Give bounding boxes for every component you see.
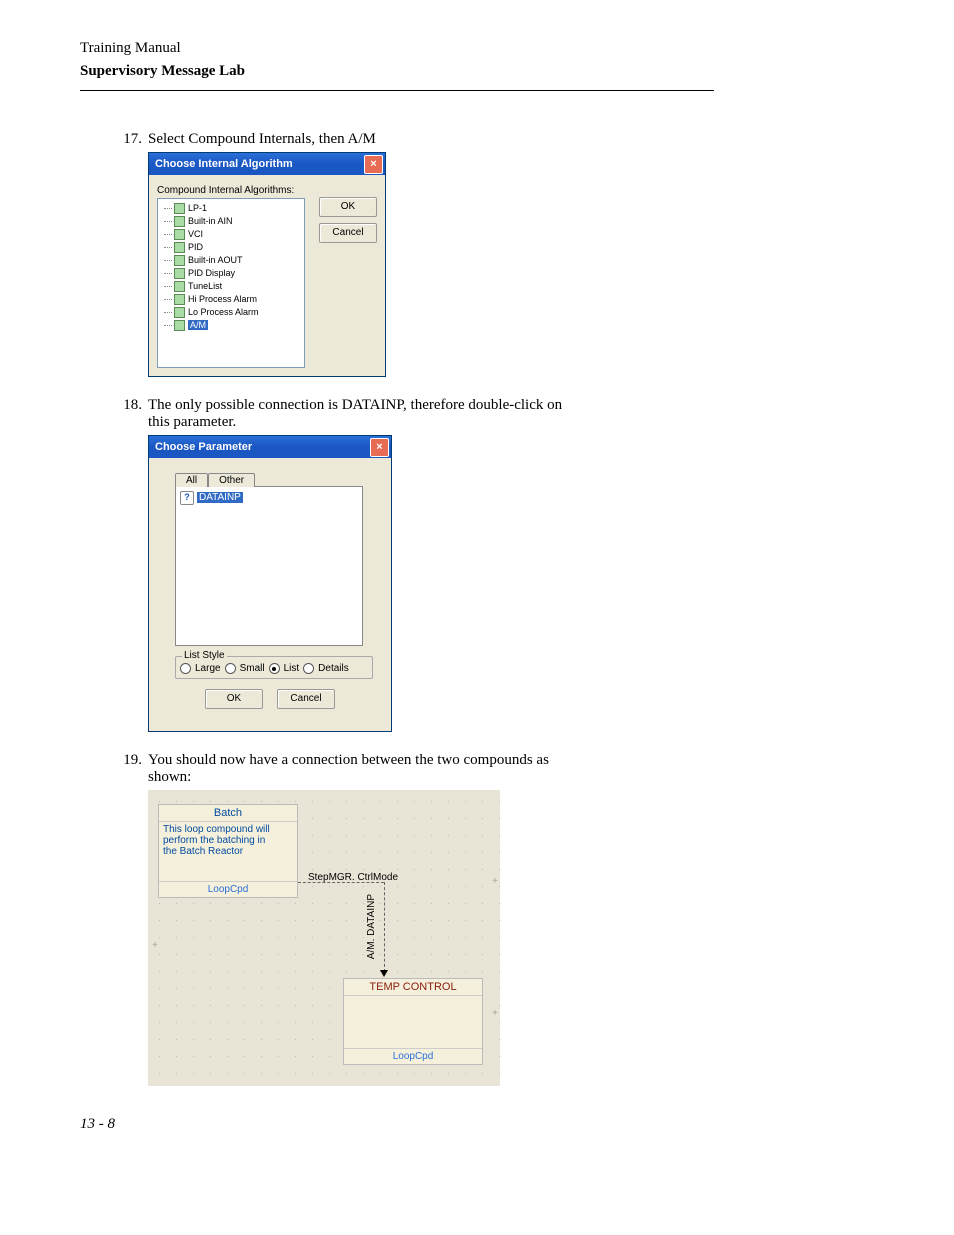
page-footer: 13 - 8 xyxy=(80,1116,714,1133)
tree-item-selected: A/M xyxy=(164,319,302,331)
header-rule xyxy=(80,90,714,91)
tree-item: Built-in AIN xyxy=(164,215,302,227)
temp-control-loopcpd: LoopCpd xyxy=(344,1048,482,1064)
radio-large[interactable] xyxy=(180,663,191,674)
block-icon xyxy=(174,320,185,331)
radio-list[interactable] xyxy=(269,663,280,674)
batch-desc: This loop compound will perform the batc… xyxy=(159,822,297,859)
block-icon xyxy=(174,268,185,279)
question-icon: ? xyxy=(180,491,194,505)
list-style-label: List Style xyxy=(182,650,227,661)
step-18-num: 18. xyxy=(116,397,148,431)
radio-details[interactable] xyxy=(303,663,314,674)
tree-item: TuneList xyxy=(164,280,302,292)
connection-horizontal-line xyxy=(298,882,384,883)
compound-connection-diagram: Batch This loop compound will perform th… xyxy=(148,790,500,1086)
connection-arrow-icon xyxy=(380,970,388,977)
tree-item: PID Display xyxy=(164,267,302,279)
list-style-group: List Style Large Small List Details xyxy=(175,656,373,679)
step-17-text: Select Compound Internals, then A/M xyxy=(148,131,578,148)
grid-mark: + xyxy=(152,942,158,952)
algorithms-group-label: Compound Internal Algorithms: xyxy=(157,185,311,196)
parameter-selected[interactable]: DATAINP xyxy=(197,492,243,503)
figure-diagram: Batch This loop compound will perform th… xyxy=(148,790,714,1086)
step-19: 19. You should now have a connection bet… xyxy=(116,752,714,786)
step-18: 18. The only possible connection is DATA… xyxy=(116,397,714,431)
figure-dialog-1: Choose Internal Algorithm × Compound Int… xyxy=(148,152,714,377)
parameter-list[interactable]: ? DATAINP xyxy=(175,486,363,646)
radio-list-label: List xyxy=(284,663,300,674)
batch-title: Batch xyxy=(159,805,297,822)
radio-large-label: Large xyxy=(195,663,221,674)
dialog2-titlebar: Choose Parameter × xyxy=(149,436,391,458)
tab-other[interactable]: Other xyxy=(208,473,255,487)
cancel-button[interactable]: Cancel xyxy=(319,223,377,243)
block-icon xyxy=(174,307,185,318)
temp-control-title: TEMP CONTROL xyxy=(344,979,482,996)
radio-small-label: Small xyxy=(240,663,265,674)
step-18-text: The only possible connection is DATAINP,… xyxy=(148,397,578,431)
tree-item: Hi Process Alarm xyxy=(164,293,302,305)
tab-row: All Other xyxy=(175,472,383,486)
dialog1-titlebar: Choose Internal Algorithm × xyxy=(149,153,385,175)
block-icon xyxy=(174,242,185,253)
block-icon xyxy=(174,294,185,305)
tree-item: LP-1 xyxy=(164,202,302,214)
block-icon xyxy=(174,281,185,292)
step-17: 17. Select Compound Internals, then A/M xyxy=(116,131,714,148)
batch-loopcpd: LoopCpd xyxy=(159,881,297,897)
step-19-text: You should now have a connection between… xyxy=(148,752,578,786)
grid-mark: + xyxy=(492,1010,498,1020)
tab-all[interactable]: All xyxy=(175,473,208,487)
cancel-button[interactable]: Cancel xyxy=(277,689,335,709)
choose-internal-algorithm-dialog: Choose Internal Algorithm × Compound Int… xyxy=(148,152,386,377)
block-icon xyxy=(174,216,185,227)
connection-vertical-label: A/M. DATAINP xyxy=(366,894,377,959)
dialog2-title: Choose Parameter xyxy=(155,441,252,453)
algorithms-tree[interactable]: LP-1 Built-in AIN VCI PID Built-in AOUT … xyxy=(157,198,305,368)
tree-item: VCI xyxy=(164,228,302,240)
dialog1-title: Choose Internal Algorithm xyxy=(155,158,293,170)
header-lab: Supervisory Message Lab xyxy=(80,63,714,80)
connection-vertical-line xyxy=(384,882,385,972)
close-icon[interactable]: × xyxy=(370,438,389,457)
step-17-num: 17. xyxy=(116,131,148,148)
tree-item: PID xyxy=(164,241,302,253)
block-icon xyxy=(174,255,185,266)
batch-compound-block: Batch This loop compound will perform th… xyxy=(158,804,298,898)
temp-control-block: TEMP CONTROL LoopCpd xyxy=(343,978,483,1065)
step-19-num: 19. xyxy=(116,752,148,786)
block-icon xyxy=(174,229,185,240)
ok-button[interactable]: OK xyxy=(205,689,263,709)
radio-small[interactable] xyxy=(225,663,236,674)
ok-button[interactable]: OK xyxy=(319,197,377,217)
figure-dialog-2: Choose Parameter × All Other ? DATAINP L… xyxy=(148,435,714,732)
close-icon[interactable]: × xyxy=(364,155,383,174)
block-icon xyxy=(174,203,185,214)
tree-item: Lo Process Alarm xyxy=(164,306,302,318)
radio-details-label: Details xyxy=(318,663,349,674)
grid-mark: + xyxy=(492,878,498,888)
tree-item: Built-in AOUT xyxy=(164,254,302,266)
parameter-item[interactable]: ? DATAINP xyxy=(180,491,358,504)
header-training: Training Manual xyxy=(80,40,714,57)
choose-parameter-dialog: Choose Parameter × All Other ? DATAINP L… xyxy=(148,435,392,732)
